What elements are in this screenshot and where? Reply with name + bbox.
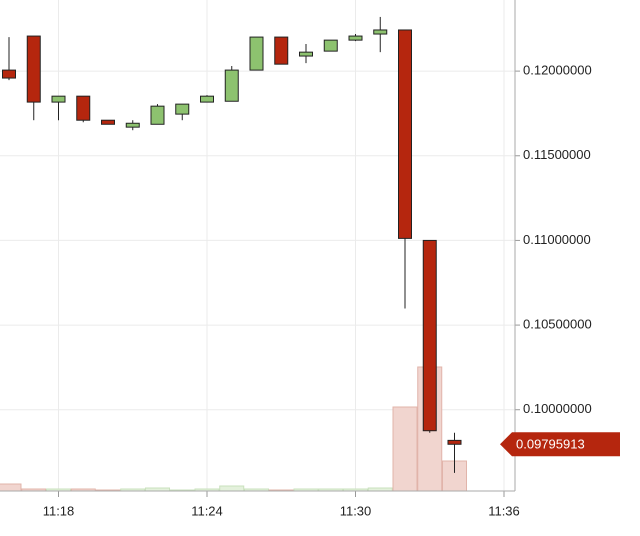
candle-body (76, 95, 91, 121)
x-tick-label: 11:24 (191, 503, 223, 518)
candle-body (422, 239, 437, 432)
y-tick-label: 0.11500000 (523, 147, 591, 162)
candle-body (274, 36, 289, 65)
volume-bar (219, 485, 245, 492)
candle-body (125, 122, 140, 128)
y-tick-label: 0.10500000 (523, 317, 592, 332)
candle-body (51, 95, 66, 103)
candle-body (224, 69, 239, 102)
candle-body (249, 36, 264, 71)
x-tick-label: 11:30 (340, 503, 372, 518)
candle-body (323, 39, 338, 52)
y-tick-label: 0.10000000 (523, 401, 592, 416)
candle-body (398, 29, 412, 239)
y-tick-label: 0.11000000 (523, 232, 591, 247)
price-tag-label: 0.09795913 (516, 437, 585, 452)
candle-body (447, 439, 462, 445)
volume-bar (0, 483, 22, 492)
y-tick-label: 0.12000000 (523, 63, 592, 78)
candle-body (101, 119, 115, 125)
candle-body (2, 69, 16, 79)
candle-body (200, 95, 214, 103)
x-tick-label: 11:36 (488, 503, 520, 518)
volume-bar (392, 406, 418, 492)
x-tick-label: 11:18 (43, 503, 75, 518)
candle-body (373, 29, 388, 35)
candle-body (26, 35, 41, 103)
candle-body (299, 51, 313, 57)
candle-body (175, 103, 190, 115)
candle-body (348, 35, 363, 41)
candle-body (150, 105, 165, 125)
price-tag (500, 432, 620, 457)
